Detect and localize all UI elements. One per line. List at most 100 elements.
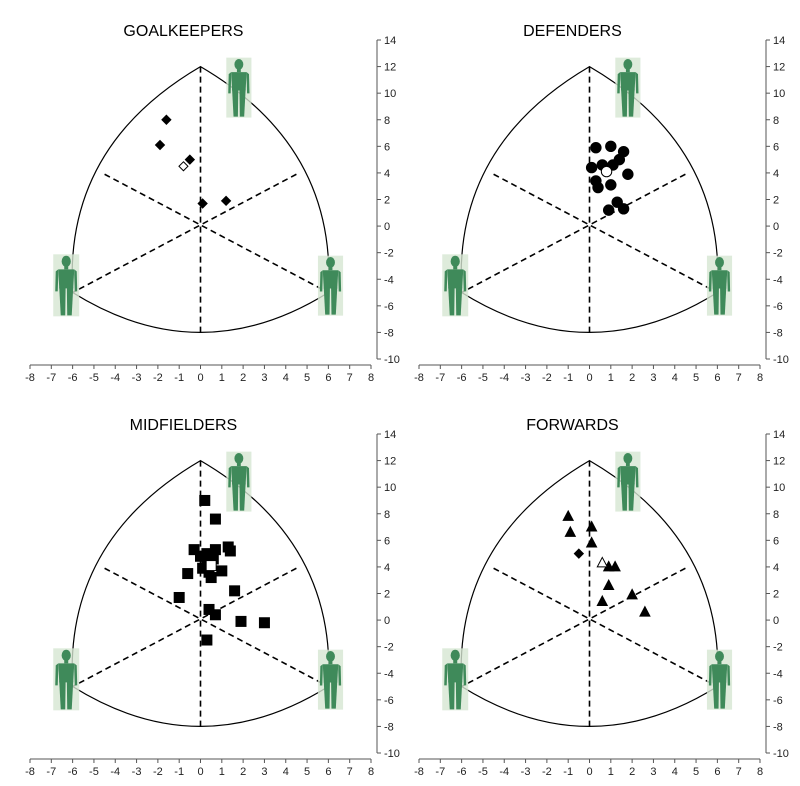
- x-tick-label: 7: [347, 372, 353, 384]
- figure-right-arm: [463, 663, 467, 686]
- figure-torso: [711, 270, 728, 289]
- y-tick-label: -6: [384, 695, 394, 707]
- data-point: [229, 585, 241, 597]
- y-tick-label: -4: [384, 668, 394, 680]
- y-tick-label: 6: [773, 141, 779, 153]
- x-tick-label: 0: [586, 766, 592, 778]
- figure-neck: [64, 266, 69, 270]
- x-tick-label: -6: [457, 372, 467, 384]
- data-point: [197, 198, 208, 209]
- y-tick-label: -2: [384, 248, 394, 260]
- figure-torso: [231, 72, 247, 91]
- x-tick-label: -8: [25, 766, 35, 778]
- figure-neck: [236, 463, 241, 467]
- human-figure-icon: [53, 648, 80, 711]
- x-tick-label: 6: [714, 766, 720, 778]
- figure-left-leg: [323, 681, 330, 709]
- chart-title: FORWARDS: [526, 417, 618, 434]
- y-tick-label: 2: [384, 195, 390, 207]
- figure-left-leg: [59, 681, 66, 710]
- figure-head: [234, 452, 244, 464]
- data-point: [224, 545, 236, 557]
- y-tick-label: 8: [384, 509, 390, 521]
- chart-title: MIDFIELDERS: [130, 417, 238, 434]
- y-tick-label: 14: [384, 35, 396, 47]
- data-point: [585, 536, 598, 548]
- x-tick-label: 3: [261, 766, 267, 778]
- y-tick-label: -4: [773, 274, 783, 286]
- figure-neck: [717, 267, 722, 271]
- x-tick-label: -5: [478, 766, 488, 778]
- figure-left-leg: [712, 681, 719, 709]
- figure-right-arm: [338, 664, 342, 686]
- data-point: [564, 525, 577, 537]
- x-tick-label: -1: [174, 372, 184, 384]
- x-tick-label: -7: [435, 372, 445, 384]
- x-tick-label: 1: [219, 372, 225, 384]
- y-tick-label: -4: [384, 274, 394, 286]
- x-tick-label: 5: [304, 372, 310, 384]
- mean-point: [178, 161, 189, 172]
- data-point: [562, 509, 575, 521]
- data-point: [596, 594, 609, 606]
- data-point: [605, 179, 617, 191]
- figure-head: [61, 255, 71, 267]
- figure-right-arm: [635, 72, 639, 94]
- y-tick-label: -2: [773, 642, 783, 654]
- x-tick-label: 2: [629, 766, 635, 778]
- x-tick-label: 8: [368, 372, 374, 384]
- figure-left-arm: [708, 270, 712, 292]
- data-point: [573, 548, 585, 559]
- figure-torso: [231, 466, 247, 485]
- figure-neck: [328, 661, 333, 665]
- figure-left-leg: [232, 483, 239, 511]
- y-tick-label: 0: [384, 221, 390, 233]
- x-tick-label: -4: [499, 766, 509, 778]
- figure-right-leg: [720, 287, 727, 315]
- figure-head: [61, 649, 71, 661]
- x-tick-label: 1: [608, 766, 614, 778]
- x-tick-label: 4: [283, 372, 289, 384]
- figure-left-leg: [621, 89, 628, 117]
- figure-neck: [453, 660, 458, 664]
- figure-right-arm: [74, 269, 78, 292]
- y-tick-label: 8: [773, 115, 779, 127]
- figure-torso: [322, 664, 339, 683]
- figure-neck: [328, 267, 333, 271]
- figure-left-arm: [319, 270, 323, 292]
- y-tick-label: 6: [384, 535, 390, 547]
- figure-head: [623, 58, 633, 70]
- x-tick-label: -5: [89, 766, 99, 778]
- y-tick-label: -8: [773, 721, 783, 733]
- figure-left-leg: [621, 483, 628, 511]
- data-point: [173, 591, 185, 603]
- figure-right-leg: [331, 681, 338, 709]
- data-point: [590, 141, 602, 154]
- x-tick-label: -4: [110, 372, 120, 384]
- data-point: [592, 181, 604, 194]
- x-tick-label: 7: [736, 372, 742, 384]
- figure-left-leg: [232, 89, 239, 117]
- x-tick-label: -4: [110, 766, 120, 778]
- x-tick-label: -8: [414, 766, 424, 778]
- y-tick-label: 0: [773, 221, 779, 233]
- somatochart-outline: [71, 65, 330, 333]
- data-point: [585, 161, 598, 174]
- x-tick-label: 6: [714, 372, 720, 384]
- figure-left-arm: [319, 664, 323, 686]
- chart-title: GOALKEEPERS: [123, 23, 243, 40]
- human-figure-icon: [442, 254, 469, 317]
- y-tick-label: 0: [773, 615, 779, 627]
- figure-left-arm: [444, 663, 448, 686]
- y-tick-label: -6: [773, 301, 783, 313]
- human-figure-icon: [442, 648, 469, 711]
- x-tick-label: 4: [283, 766, 289, 778]
- x-tick-label: -6: [68, 766, 78, 778]
- y-tick-label: 0: [384, 615, 390, 627]
- y-tick-label: -10: [773, 354, 789, 366]
- figure-right-leg: [720, 681, 727, 709]
- figure-head: [234, 58, 244, 70]
- x-tick-label: -2: [542, 372, 552, 384]
